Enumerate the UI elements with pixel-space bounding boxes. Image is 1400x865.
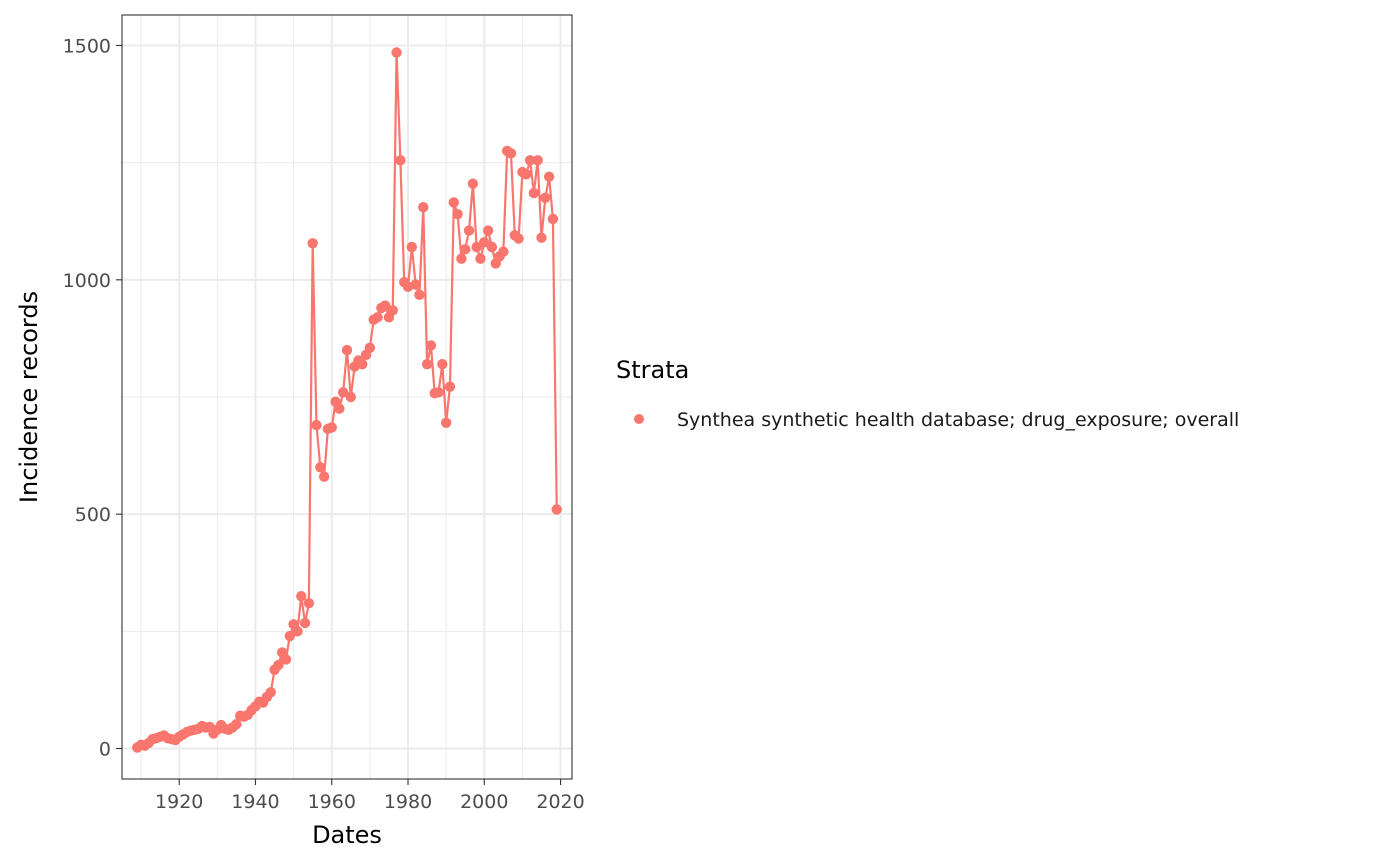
data-point <box>460 244 471 255</box>
y-axis-title: Incidence records <box>15 291 43 503</box>
data-point <box>448 197 459 208</box>
data-point <box>357 358 368 370</box>
data-point <box>410 279 421 290</box>
y-axis: 0 500 1000 1500 <box>63 35 122 761</box>
data-point <box>482 225 494 236</box>
data-point <box>444 381 456 392</box>
data-point <box>395 155 406 166</box>
data-point <box>543 171 555 182</box>
data-point <box>540 192 551 203</box>
data-point <box>231 718 242 730</box>
data-point <box>421 358 433 370</box>
data-point <box>311 419 322 431</box>
data-point <box>513 233 524 244</box>
data-point <box>337 387 349 398</box>
data-point <box>292 626 303 637</box>
data-point <box>547 213 559 225</box>
x-tick-label: 2000 <box>460 791 508 813</box>
x-axis: 1920 1940 1960 1980 2000 2020 <box>155 779 585 813</box>
data-point <box>536 232 547 243</box>
data-point <box>345 391 357 403</box>
x-tick-label: 1920 <box>155 791 203 813</box>
data-point <box>326 422 337 433</box>
x-tick-label: 2020 <box>536 791 584 813</box>
data-point <box>387 305 398 316</box>
data-point <box>379 300 391 311</box>
data-point <box>467 178 479 189</box>
data-point <box>486 241 498 253</box>
x-tick-label: 1960 <box>308 791 356 813</box>
data-point <box>391 47 402 58</box>
data-point <box>437 358 448 370</box>
data-point <box>341 344 353 356</box>
data-point <box>463 225 475 236</box>
data-point <box>440 417 452 428</box>
y-tick-label: 1000 <box>63 270 111 292</box>
data-point <box>418 201 429 213</box>
legend-label: Synthea synthetic health database; drug_… <box>677 409 1239 431</box>
x-axis-title: Dates <box>312 821 382 849</box>
data-point <box>425 340 437 351</box>
data-point <box>524 155 536 166</box>
data-point <box>318 471 330 482</box>
data-point <box>414 289 425 301</box>
data-point <box>280 654 292 665</box>
data-point <box>284 630 295 642</box>
data-point <box>456 253 467 264</box>
data-point <box>273 659 284 671</box>
data-point <box>479 237 490 248</box>
data-point <box>498 246 509 257</box>
major-gridlines <box>122 15 572 779</box>
data-point <box>452 209 463 220</box>
data-point <box>521 169 532 180</box>
data-point <box>471 241 482 253</box>
minor-gridlines <box>122 15 572 779</box>
plot-panel <box>121 14 573 780</box>
x-tick-label: 1940 <box>231 791 279 813</box>
data-point <box>475 253 486 264</box>
data-point <box>307 238 318 249</box>
data-point <box>296 591 307 602</box>
y-tick-label: 500 <box>75 504 111 526</box>
y-tick-label: 1500 <box>63 35 111 57</box>
data-point <box>505 148 517 159</box>
panel-border <box>121 14 573 780</box>
x-tick-label: 1980 <box>384 791 432 813</box>
legend-title: Strata <box>616 356 689 384</box>
data-point <box>299 617 311 629</box>
legend-key-point <box>634 414 644 424</box>
data-point <box>433 387 444 398</box>
data-point <box>528 187 540 199</box>
data-point <box>551 504 562 515</box>
data-point <box>315 462 326 473</box>
data-point <box>372 312 383 323</box>
data-point <box>265 687 276 698</box>
data-point <box>334 403 345 414</box>
y-tick-label: 0 <box>99 739 111 761</box>
legend: Strata Synthea synthetic health database… <box>616 356 1239 431</box>
data-point <box>364 342 376 353</box>
data-point <box>406 241 418 253</box>
series-points <box>132 47 562 753</box>
data-point <box>532 155 543 166</box>
data-point <box>303 598 315 609</box>
